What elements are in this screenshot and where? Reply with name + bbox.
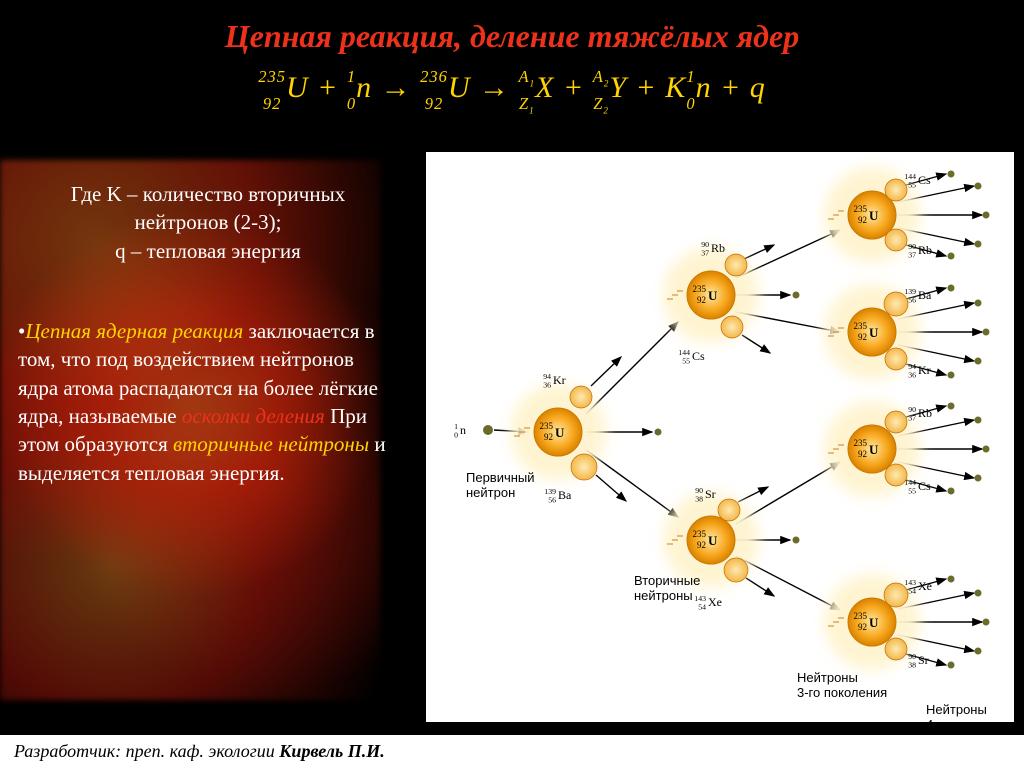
svg-text:4-го поколения: 4-го поколения — [926, 717, 1014, 722]
svg-text:Rb: Rb — [711, 241, 725, 255]
svg-text:нейтрон: нейтрон — [466, 485, 515, 500]
footer-credit: Разработчик: преп. каф. экологии Кирвель… — [0, 735, 1024, 768]
slide-title: Цепная реакция, деление тяжёлых ядер — [0, 0, 1024, 55]
svg-text:n: n — [460, 423, 466, 437]
svg-text:38: 38 — [695, 494, 703, 503]
svg-text:235: 235 — [854, 438, 868, 448]
svg-text:92: 92 — [697, 295, 706, 305]
svg-text:235: 235 — [854, 204, 868, 214]
chain-reaction-diagram: 23592U23592U23592U23592U23592U23592U2359… — [426, 152, 1014, 722]
svg-text:235: 235 — [854, 611, 868, 621]
svg-text:U: U — [869, 208, 879, 223]
definition-paragraph: •Цепная ядерная реакция заключается в то… — [18, 317, 398, 487]
svg-text:Первичный: Первичный — [466, 470, 535, 485]
footer-author: Кирвель П.И. — [279, 741, 385, 761]
svg-text:36: 36 — [908, 370, 916, 379]
svg-text:54: 54 — [698, 602, 706, 611]
svg-text:Kr: Kr — [553, 373, 566, 387]
svg-text:Нейтроны: Нейтроны — [797, 670, 858, 685]
svg-text:235: 235 — [540, 421, 554, 431]
footer-prefix: Разработчик: — [14, 741, 126, 761]
svg-text:U: U — [869, 325, 879, 340]
svg-text:54: 54 — [908, 586, 916, 595]
svg-text:92: 92 — [544, 432, 553, 442]
legend-line-3: q – тепловая энергия — [115, 239, 301, 263]
svg-text:235: 235 — [693, 284, 707, 294]
svg-text:0: 0 — [454, 430, 458, 439]
svg-text:55: 55 — [908, 180, 916, 189]
svg-text:Вторичные: Вторичные — [634, 573, 700, 588]
svg-text:Xe: Xe — [708, 595, 722, 609]
svg-text:Cs: Cs — [918, 479, 931, 493]
legend-line-1: Где K – количество вторичных — [71, 182, 345, 206]
svg-text:Нейтроны: Нейтроны — [926, 702, 987, 717]
variable-legend: Где K – количество вторичных нейтронов (… — [18, 180, 398, 265]
svg-text:37: 37 — [908, 413, 916, 422]
svg-text:92: 92 — [697, 540, 706, 550]
svg-text:92: 92 — [858, 449, 867, 459]
svg-text:Sr: Sr — [705, 487, 716, 501]
footer-role: преп. каф. экологии — [126, 741, 280, 761]
svg-text:Sr: Sr — [918, 653, 929, 667]
svg-text:Rb: Rb — [918, 406, 932, 420]
svg-text:Cs: Cs — [692, 349, 705, 363]
svg-text:92: 92 — [858, 332, 867, 342]
svg-text:Ba: Ba — [918, 288, 932, 302]
svg-text:Rb: Rb — [918, 243, 932, 257]
svg-text:56: 56 — [548, 495, 556, 504]
svg-text:235: 235 — [854, 321, 868, 331]
svg-text:U: U — [708, 288, 718, 303]
svg-text:3-го поколения: 3-го поколения — [797, 685, 887, 700]
svg-text:92: 92 — [858, 622, 867, 632]
svg-text:92: 92 — [858, 215, 867, 225]
svg-text:235: 235 — [693, 529, 707, 539]
svg-text:38: 38 — [908, 660, 916, 669]
svg-text:U: U — [555, 425, 565, 440]
left-column: Где K – количество вторичных нейтронов (… — [18, 180, 398, 487]
svg-text:55: 55 — [908, 486, 916, 495]
svg-text:36: 36 — [543, 380, 551, 389]
svg-text:нейтроны: нейтроны — [634, 588, 693, 603]
svg-text:37: 37 — [701, 248, 709, 257]
nuclear-equation: 23592U + 10n → 23692U → A1Z1X + A2Z2Y + … — [0, 55, 1024, 117]
svg-text:56: 56 — [908, 295, 916, 304]
svg-text:U: U — [708, 533, 718, 548]
svg-text:55: 55 — [682, 356, 690, 365]
svg-text:Xe: Xe — [918, 579, 932, 593]
svg-text:U: U — [869, 442, 879, 457]
svg-text:U: U — [869, 615, 879, 630]
legend-line-2: нейтронов (2-3); — [135, 210, 282, 234]
svg-text:Cs: Cs — [918, 173, 931, 187]
svg-text:37: 37 — [908, 250, 916, 259]
svg-text:Kr: Kr — [918, 363, 931, 377]
svg-text:Ba: Ba — [558, 488, 572, 502]
